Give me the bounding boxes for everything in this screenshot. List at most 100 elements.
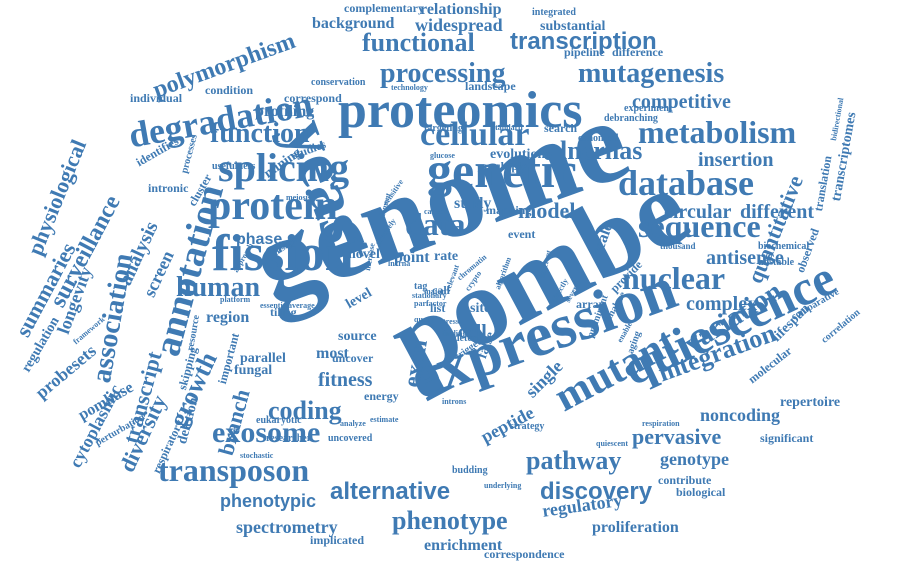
cloud-word: exosome [212,416,321,449]
cloud-word: condition [205,83,254,97]
cloud-word: fitness [318,369,373,391]
cloud-word: researcher [266,433,312,444]
cloud-word: average [288,301,315,310]
cloud-word: carbon [424,207,448,216]
cloud-word: essential [260,301,289,310]
cloud-word: pervasive [632,424,722,449]
cloud-word: usefulness [212,161,256,172]
cloud-word: metabolism [638,114,797,150]
cloud-word: contribute [658,473,712,487]
cloud-word: circular [664,201,732,223]
cloud-word: uncovered [328,433,373,444]
cloud-word: data [405,206,466,242]
cloud-word: tiling [270,305,297,319]
cloud-word: spectrometry [236,517,338,537]
cloud-word: finding [442,329,467,338]
cloud-word: study [454,195,492,212]
cloud-word: factor [426,299,447,308]
cloud-word: cell [458,321,487,343]
cloud-word: respiration [642,419,680,428]
cloud-word: relationship [420,1,502,18]
cloud-word: integrated [532,7,576,18]
cloud-word: human [176,272,261,303]
cloud-word: experiment [624,103,673,114]
cloud-word: significant [760,431,814,445]
cloud-word: phenotypic [220,491,317,511]
cloud-word: array [576,297,605,311]
cloud-word: widespread [415,15,503,35]
cloud-word: energy [364,389,399,403]
cloud-word: transposon [158,452,310,488]
cloud-word: functional [362,28,475,57]
cloud-word: translation [811,154,835,213]
cloud-word: proteomics [338,82,583,139]
cloud-word: list [430,301,446,315]
cloud-word: cellular [420,116,530,153]
cloud-word: proliferation [592,519,679,536]
cloud-word: novel [348,247,380,262]
cloud-word: processing [380,58,506,89]
cloud-word: nuclear [622,260,726,296]
cloud-word: noncoding [700,405,781,425]
cloud-word: pipeline [564,45,605,59]
cloud-word: landscape [465,79,516,93]
cloud-word: phenotype [392,506,508,535]
cloud-word: point [394,249,430,266]
cloud-word: enrichment [424,537,503,554]
cloud-word: model [518,198,576,223]
cloud-word: budding [452,465,488,476]
cloud-word: source [338,329,377,344]
cloud-word: antisense [706,247,784,269]
cloud-word: sequence [638,208,761,244]
cloud-word: standard [492,123,523,132]
cloud-word: profiling [255,103,315,120]
cloud-word: thousand [660,241,696,251]
cloud-word: debranching [604,113,658,124]
cloud-word: event [508,227,536,241]
cloud-word: background [312,15,395,32]
cloud-word: introns [442,397,467,406]
cloud-word: canonical [578,133,619,144]
cloud-word: protein [208,183,338,229]
cloud-word: correspond [284,91,342,105]
cloud-word: individual [130,91,183,105]
cloud-word: biochemical [758,241,810,252]
cloud-word: different [740,201,815,223]
cloud-word: intronic [148,181,189,195]
cloud-word: targeting [424,123,463,134]
cloud-word: tag [414,281,428,292]
cloud-word: region [206,309,250,326]
cloud-word: query [414,315,434,324]
cloud-word: underlying [484,481,522,490]
cloud-word: mapping [486,203,532,217]
cloud-word: repertoire [780,395,841,410]
cloud-word: part [414,299,429,308]
cloud-word: genetic [427,142,577,198]
cloud-word: correspondence [484,547,565,561]
cloud-word: glucose [430,151,455,160]
cloud-word: meiosis [286,193,311,202]
cloud-word: unstable [758,257,795,268]
cloud-word: platform [220,295,251,304]
cloud-word: lncrna [388,259,411,268]
cloud-word: rate [434,249,459,264]
cloud-word: uncover [332,351,374,365]
cloud-word: multiple [484,159,527,173]
cloud-word: substantial [540,19,606,34]
cloud-word: most [316,345,349,362]
cloud-word: stochastic [240,451,274,460]
cloud-word: mutagenesis [578,58,725,89]
cloud-word: conservation [311,77,366,88]
cloud-word: technology [391,83,428,92]
cloud-word: coding [268,396,342,425]
cloud-word: splicing [218,145,350,190]
cloud-word: estimate [370,415,399,424]
cloud-word: site [470,301,491,316]
cloud-word: quiescent [596,439,628,448]
cloud-word: search [544,121,578,135]
cloud-word: phase [236,231,283,248]
cloud-word: discovery [540,478,653,505]
cloud-word: major [424,287,445,296]
cloud-word: biological [676,485,726,499]
